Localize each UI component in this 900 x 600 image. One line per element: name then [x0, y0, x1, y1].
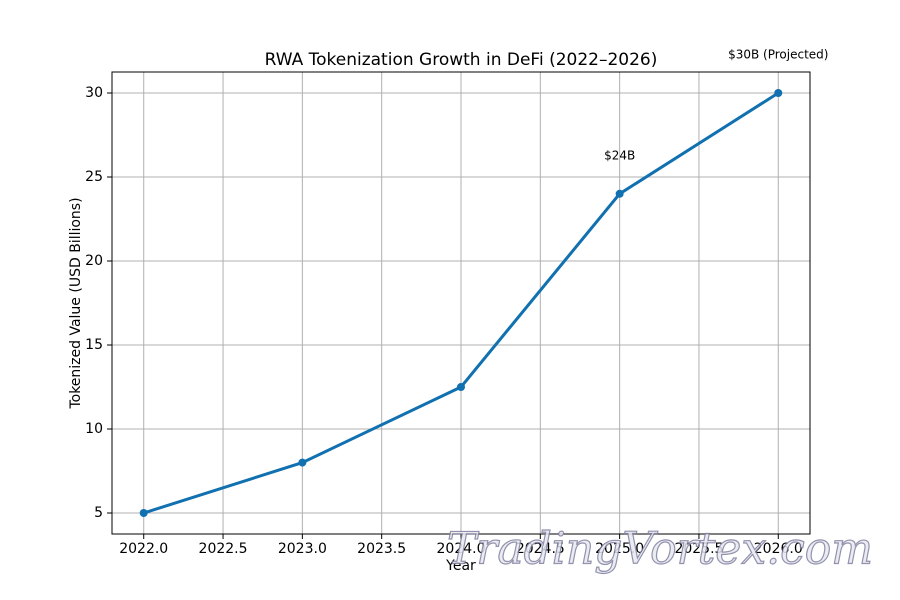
y-tick-label: 5 [94, 505, 103, 521]
y-tick-label: 15 [85, 337, 103, 353]
x-tick-label: 2025.5 [674, 541, 723, 557]
x-tick-label: 2024.5 [516, 541, 565, 557]
point [139, 509, 148, 517]
watermark: TradingVortex.com [447, 524, 873, 575]
point [298, 458, 307, 467]
data-label: $24B [604, 148, 635, 162]
x-tick-label: 2024.0 [437, 541, 486, 557]
x-tick-label: 2025.0 [595, 541, 644, 557]
x-tick-label: 2023.5 [357, 541, 406, 557]
point [774, 89, 783, 97]
chart-title: RWA Tokenization Growth in DeFi (2022–20… [265, 50, 658, 70]
point [457, 383, 465, 391]
axes-frame [111, 71, 811, 535]
y-tick-label: 30 [85, 85, 103, 101]
x-tick-label: 2022.0 [119, 541, 168, 557]
y-tick-label: 10 [85, 421, 103, 437]
x-tick-label: 2023.0 [278, 541, 327, 557]
plot-area: 2022.0 2022.5 2023.0 2023.5 2024.0 2024.5 2025… [85, 71, 811, 557]
y-tick-label: 25 [85, 169, 103, 185]
x-axis-label: Year [445, 558, 476, 574]
y-axis-label: Tokenized Value (USD Billions) [68, 197, 84, 409]
x-tick-label: 2022.5 [199, 541, 248, 557]
point [615, 189, 624, 198]
data-label: $30B (Projected) [728, 48, 828, 62]
y-tick-label: 20 [85, 253, 103, 269]
x-tick-label: 2026.0 [754, 541, 803, 557]
